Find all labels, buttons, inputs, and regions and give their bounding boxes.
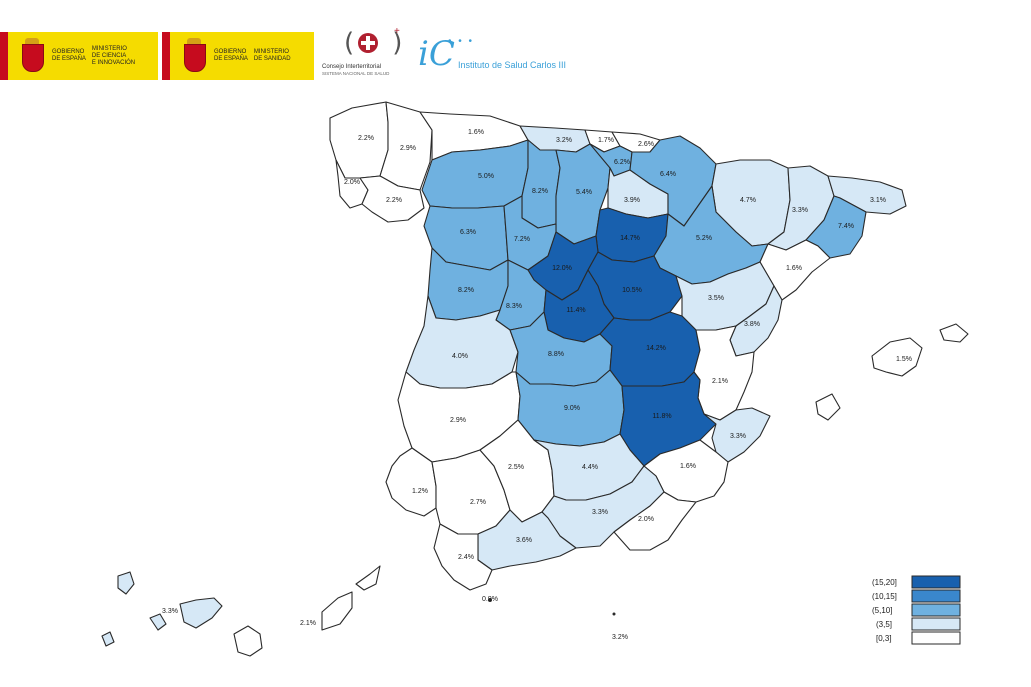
value-label-baleares: 1.5% (896, 356, 912, 363)
legend-label-0-3: [0,3] (876, 634, 892, 643)
value-label-malaga: 3.6% (516, 537, 532, 544)
cis-cross-icon (358, 33, 378, 53)
value-label-cantabria: 3.2% (556, 137, 572, 144)
value-label-burgos: 5.4% (576, 189, 592, 196)
value-label-murcia: 1.6% (680, 463, 696, 470)
gobierno-text: GOBIERNO DE ESPAÑA (214, 49, 248, 62)
value-label-la-rioja: 3.9% (624, 197, 640, 204)
value-label-badajoz: 2.9% (450, 417, 466, 424)
province-santa-cruz (101, 571, 223, 647)
value-label-avila: 8.3% (506, 303, 522, 310)
value-label-segovia: 12.0% (552, 265, 572, 272)
value-label-leon: 5.0% (478, 173, 494, 180)
value-label-alava: 6.2% (614, 159, 630, 166)
value-label-sevilla: 2.7% (470, 499, 486, 506)
value-label-cadiz: 2.4% (458, 554, 474, 561)
value-label-tarragona: 1.6% (786, 265, 802, 272)
gobierno-sanidad-logo: GOBIERNO DE ESPAÑA MINISTERIO DE SANIDAD (162, 32, 314, 80)
province-las-palmas (233, 565, 381, 657)
city-markers-layer (488, 598, 616, 616)
coat-of-arms-icon (180, 38, 208, 74)
isciii-name: Instituto de Salud Carlos III (458, 60, 567, 70)
value-label-melilla: 3.2% (612, 634, 628, 641)
value-labels-layer: 2.2% 2.9% 2.0% 2.2% 1.6% 3.2% 1.7% 2.6% 5.0% 8.2%… (162, 129, 912, 641)
legend-label-10-15: (10,15] (872, 592, 897, 601)
cis-plus-icon: + (394, 26, 400, 37)
value-label-ciudad-real: 9.0% (564, 405, 580, 412)
value-label-valencia: 2.1% (712, 378, 728, 385)
legend-swatch-10-15 (911, 589, 961, 603)
legend-swatch-0-3 (911, 631, 961, 645)
legend-swatch-15-20 (911, 575, 961, 589)
melilla-marker (612, 612, 616, 616)
isciii-dots-icon: • • • (448, 36, 475, 47)
value-label-albacete: 11.8% (652, 413, 671, 420)
province-almeria (613, 491, 697, 551)
value-label-ceuta: 0.9% (482, 596, 498, 603)
value-label-palencia: 8.2% (532, 188, 548, 195)
legend: (15,20] (10,15] (5,10] (3,5] [0,3] (872, 575, 961, 645)
ceuta-marker (488, 598, 492, 602)
value-label-lugo: 2.9% (400, 145, 416, 152)
value-label-castellon: 3.8% (744, 321, 760, 328)
value-label-madrid: 11.4% (566, 307, 585, 314)
province-palencia (521, 139, 561, 229)
flag-stripe (162, 32, 170, 80)
value-label-caceres: 4.0% (452, 353, 468, 360)
legend-label-15-20: (15,20] (872, 578, 897, 587)
flag-stripe (0, 32, 8, 80)
province-barcelona (805, 195, 867, 259)
value-label-soria: 14.7% (620, 235, 640, 242)
legend-label-5-10: (5,10] (872, 606, 892, 615)
province-alicante (703, 407, 771, 463)
value-label-gipuzkoa: 2.6% (638, 141, 654, 148)
value-label-ourense: 2.2% (386, 197, 402, 204)
value-label-las-palmas: 2.1% (300, 620, 316, 627)
value-label-valladolid: 7.2% (514, 236, 530, 243)
value-label-toledo: 8.8% (548, 351, 564, 358)
legend-swatch-5-10 (911, 603, 961, 617)
value-label-almeria: 2.0% (638, 516, 654, 523)
province-baleares (815, 323, 969, 421)
value-label-teruel: 3.5% (708, 295, 724, 302)
value-label-zamora: 6.3% (460, 229, 476, 236)
legend-swatch-3-5 (911, 617, 961, 631)
value-label-cordoba: 2.5% (508, 464, 524, 471)
value-label-lleida: 3.3% (792, 207, 808, 214)
value-label-asturias: 1.6% (468, 129, 484, 136)
ministry-sanidad-text: MINISTERIO DE SANIDAD (253, 49, 291, 62)
value-label-girona: 3.1% (870, 197, 886, 204)
cis-name: Consejo Interterritorial (322, 64, 382, 70)
value-label-pontevedra: 2.0% (344, 179, 360, 186)
cis-subtitle: SISTEMA NACIONAL DE SALUD (322, 71, 390, 76)
provinces-layer (101, 101, 969, 657)
gobierno-text: GOBIERNO DE ESPAÑA (52, 49, 86, 62)
coat-of-arms-icon (18, 38, 46, 74)
value-label-alicante: 3.3% (730, 433, 746, 440)
value-label-jaen: 4.4% (582, 464, 598, 471)
value-label-a-coruna: 2.2% (358, 135, 374, 142)
value-label-salamanca: 8.2% (458, 287, 474, 294)
value-label-granada: 3.3% (592, 509, 608, 516)
value-label-barcelona: 7.4% (838, 223, 854, 230)
value-label-huelva: 1.2% (412, 488, 428, 495)
isciii-mark-icon: iC (418, 34, 455, 74)
value-label-zaragoza: 5.2% (696, 235, 712, 242)
value-label-santa-cruz: 3.3% (162, 608, 178, 615)
value-label-navarra: 6.4% (660, 171, 676, 178)
value-label-cuenca: 14.2% (646, 345, 666, 352)
legend-label-3-5: (3,5] (876, 620, 892, 629)
ministry-ciencia-text: MINISTERIO DE CIENCIA E INNOVACIÓN (91, 45, 136, 66)
consejo-interterritorial-logo: ( ) + Consejo Interterritorial SISTEMA N… (322, 26, 412, 80)
value-label-guadalajara: 10.5% (622, 287, 642, 294)
value-label-bizkaia: 1.7% (598, 137, 614, 144)
isciii-logo: iC • • • Instituto de Salud Carlos III (418, 34, 608, 74)
province-cadiz (433, 523, 493, 591)
province-ourense (359, 175, 425, 223)
value-label-huesca: 4.7% (740, 197, 756, 204)
gobierno-ciencia-logo: GOBIERNO DE ESPAÑA MINISTERIO DE CIENCIA E … (0, 32, 158, 80)
